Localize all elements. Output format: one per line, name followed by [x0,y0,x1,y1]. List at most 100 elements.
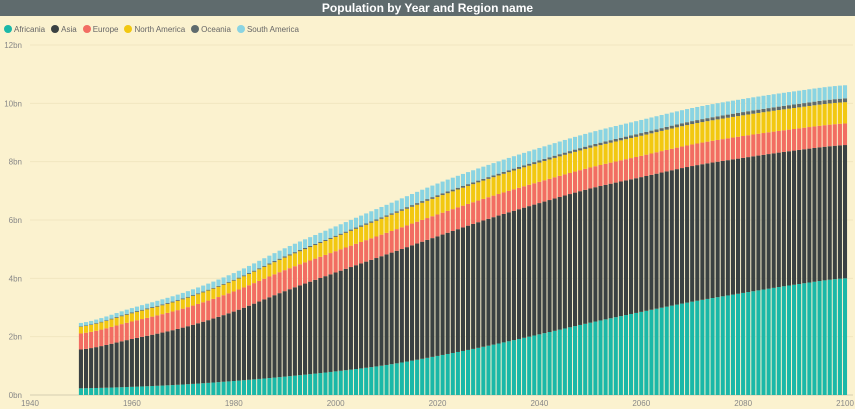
bar-segment-south-america[interactable] [140,305,145,310]
bar-segment-africania[interactable] [185,384,190,395]
bar-segment-south-america[interactable] [170,296,175,302]
bar-segment-oceania[interactable] [420,201,425,203]
bar-segment-south-america[interactable] [292,243,297,253]
bar-segment-europe[interactable] [231,291,236,312]
bar-segment-africania[interactable] [338,370,343,395]
bar-segment-africania[interactable] [776,287,781,395]
bar-segment-north-america[interactable] [359,226,364,242]
bar-segment-oceania[interactable] [837,98,842,103]
bar-segment-north-america[interactable] [715,119,720,140]
bar-segment-south-america[interactable] [180,292,185,299]
bar-segment-south-america[interactable] [700,105,705,120]
bar-segment-south-america[interactable] [389,202,394,214]
bar-segment-europe[interactable] [725,138,730,161]
bar-segment-north-america[interactable] [664,129,669,150]
bar-segment-north-america[interactable] [216,286,221,298]
bar-segment-asia[interactable] [705,163,710,299]
bar-segment-asia[interactable] [216,316,221,383]
bar-segment-asia[interactable] [201,321,206,384]
bar-segment-asia[interactable] [287,289,292,377]
bar-segment-africania[interactable] [155,385,160,395]
bar-segment-asia[interactable] [746,157,751,293]
bar-segment-oceania[interactable] [598,142,603,146]
bar-segment-africania[interactable] [460,350,466,395]
bar-segment-europe[interactable] [481,198,486,221]
bar-segment-south-america[interactable] [496,161,501,174]
bar-segment-africania[interactable] [659,307,664,395]
bar-segment-africania[interactable] [272,377,277,395]
bar-segment-south-america[interactable] [797,90,802,104]
bar-segment-asia[interactable] [185,326,190,385]
bar-segment-north-america[interactable] [460,187,466,206]
bar-segment-africania[interactable] [328,371,333,395]
bar-segment-africania[interactable] [649,309,654,395]
bar-segment-south-america[interactable] [562,139,567,153]
bar-segment-africania[interactable] [287,376,292,395]
bar-segment-north-america[interactable] [384,216,389,233]
bar-segment-africania[interactable] [817,281,822,395]
bar-segment-africania[interactable] [725,295,730,395]
bar-segment-south-america[interactable] [471,170,476,183]
bar-segment-oceania[interactable] [379,217,384,219]
bar-segment-asia[interactable] [491,217,496,345]
bar-segment-africania[interactable] [109,387,114,395]
bar-segment-asia[interactable] [802,149,807,284]
bar-segment-south-america[interactable] [639,119,644,134]
bar-segment-south-america[interactable] [542,146,547,159]
bar-segment-south-america[interactable] [185,291,190,297]
bar-segment-north-america[interactable] [741,115,746,136]
bar-segment-north-america[interactable] [486,178,491,198]
bar-segment-south-america[interactable] [730,100,735,114]
bar-segment-asia[interactable] [766,154,771,289]
bar-segment-north-america[interactable] [201,292,206,303]
bar-segment-north-america[interactable] [659,130,664,152]
bar-segment-africania[interactable] [425,357,430,395]
bar-segment-africania[interactable] [348,369,353,395]
bar-segment-africania[interactable] [313,373,318,395]
bar-segment-africania[interactable] [415,359,420,395]
bar-segment-north-america[interactable] [303,249,308,263]
bar-segment-africania[interactable] [430,356,435,395]
bar-segment-oceania[interactable] [802,103,807,107]
bar-segment-north-america[interactable] [134,311,140,321]
bar-segment-south-america[interactable] [725,101,730,115]
bar-segment-africania[interactable] [384,364,389,395]
bar-segment-north-america[interactable] [231,280,236,292]
bar-segment-south-america[interactable] [277,250,282,259]
bar-segment-north-america[interactable] [776,110,781,131]
bar-segment-oceania[interactable] [496,173,501,176]
bar-segment-south-america[interactable] [588,132,593,146]
bar-segment-africania[interactable] [781,286,786,395]
bar-segment-africania[interactable] [175,384,180,395]
bar-segment-asia[interactable] [359,263,364,369]
bar-segment-africania[interactable] [99,387,104,395]
bar-segment-africania[interactable] [252,379,257,395]
bar-segment-south-america[interactable] [756,96,761,110]
bar-segment-africania[interactable] [532,335,537,395]
bar-segment-asia[interactable] [812,147,817,282]
bar-segment-africania[interactable] [94,387,99,395]
bar-segment-north-america[interactable] [822,104,827,126]
bar-segment-africania[interactable] [134,386,140,395]
bar-segment-oceania[interactable] [338,233,343,235]
bar-segment-south-america[interactable] [537,147,542,161]
bar-segment-north-america[interactable] [471,184,476,203]
bar-segment-oceania[interactable] [466,184,471,186]
bar-segment-asia[interactable] [659,172,664,308]
bar-segment-europe[interactable] [827,124,832,147]
bar-segment-north-america[interactable] [348,230,353,246]
bar-segment-oceania[interactable] [175,300,180,301]
bar-segment-north-america[interactable] [674,127,679,148]
bar-segment-oceania[interactable] [160,304,165,306]
bar-segment-africania[interactable] [715,297,720,395]
bar-segment-africania[interactable] [333,371,338,395]
bar-segment-asia[interactable] [725,160,730,296]
bar-segment-europe[interactable] [588,167,593,189]
bar-segment-africania[interactable] [369,367,374,395]
bar-segment-asia[interactable] [303,283,308,375]
bar-segment-oceania[interactable] [221,283,226,285]
bar-segment-europe[interactable] [532,183,537,205]
bar-segment-south-america[interactable] [807,89,812,103]
bar-segment-north-america[interactable] [781,109,786,131]
bar-segment-africania[interactable] [481,346,486,395]
